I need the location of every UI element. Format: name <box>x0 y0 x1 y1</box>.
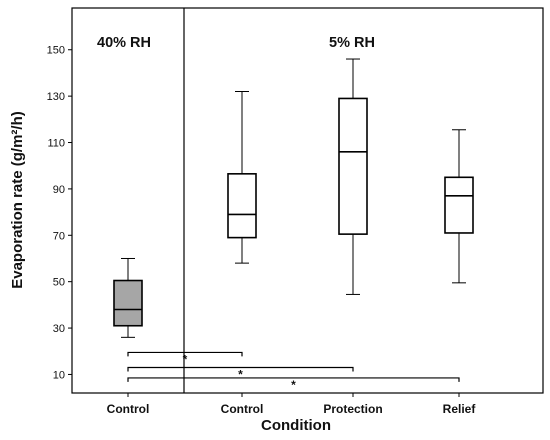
box-plot <box>227 90 257 264</box>
box-iqr <box>444 176 474 234</box>
panel-label-right: 5% RH <box>329 35 375 51</box>
x-axis-title: Condition <box>261 417 331 434</box>
box-iqr <box>113 279 143 327</box>
significance-bracket: * <box>127 366 354 381</box>
bracket-line <box>127 377 460 382</box>
y-tick-label: 70 <box>53 230 65 242</box>
x-axis-ticks: Control Control Protection Relief <box>107 393 477 416</box>
y-axis-ticks: 10 30 50 70 90 110 130 150 <box>47 45 72 381</box>
significance-label: * <box>183 352 188 366</box>
panel-label-left: 40% RH <box>97 35 151 51</box>
box-plots <box>113 58 474 338</box>
box-plot <box>113 257 143 338</box>
significance-label: * <box>238 367 243 381</box>
bracket-line <box>127 351 243 357</box>
y-tick-label: 110 <box>47 138 65 150</box>
box-plot <box>444 129 474 284</box>
y-tick-label: 50 <box>53 277 65 289</box>
box-plot <box>338 58 368 295</box>
significance-bracket: * <box>127 351 243 366</box>
y-tick-label: 130 <box>47 91 65 103</box>
box-iqr <box>227 173 257 239</box>
y-tick-label: 150 <box>47 45 65 57</box>
x-tick-label: Control <box>107 402 150 416</box>
x-tick-label: Control <box>221 402 264 416</box>
x-tick-label: Protection <box>323 402 382 416</box>
plot-frame <box>71 7 544 394</box>
y-tick-label: 10 <box>53 369 65 381</box>
significance-bracket: * <box>127 377 460 392</box>
bracket-line <box>127 366 354 372</box>
y-tick-label: 90 <box>53 184 65 196</box>
box-iqr <box>338 97 368 235</box>
significance-label: * <box>291 378 296 392</box>
significance-brackets: * * * <box>127 351 460 392</box>
x-tick-label: Relief <box>443 402 477 416</box>
y-tick-label: 30 <box>53 323 65 335</box>
y-axis-title: Evaporation rate (g/m²/h) <box>9 111 26 289</box>
